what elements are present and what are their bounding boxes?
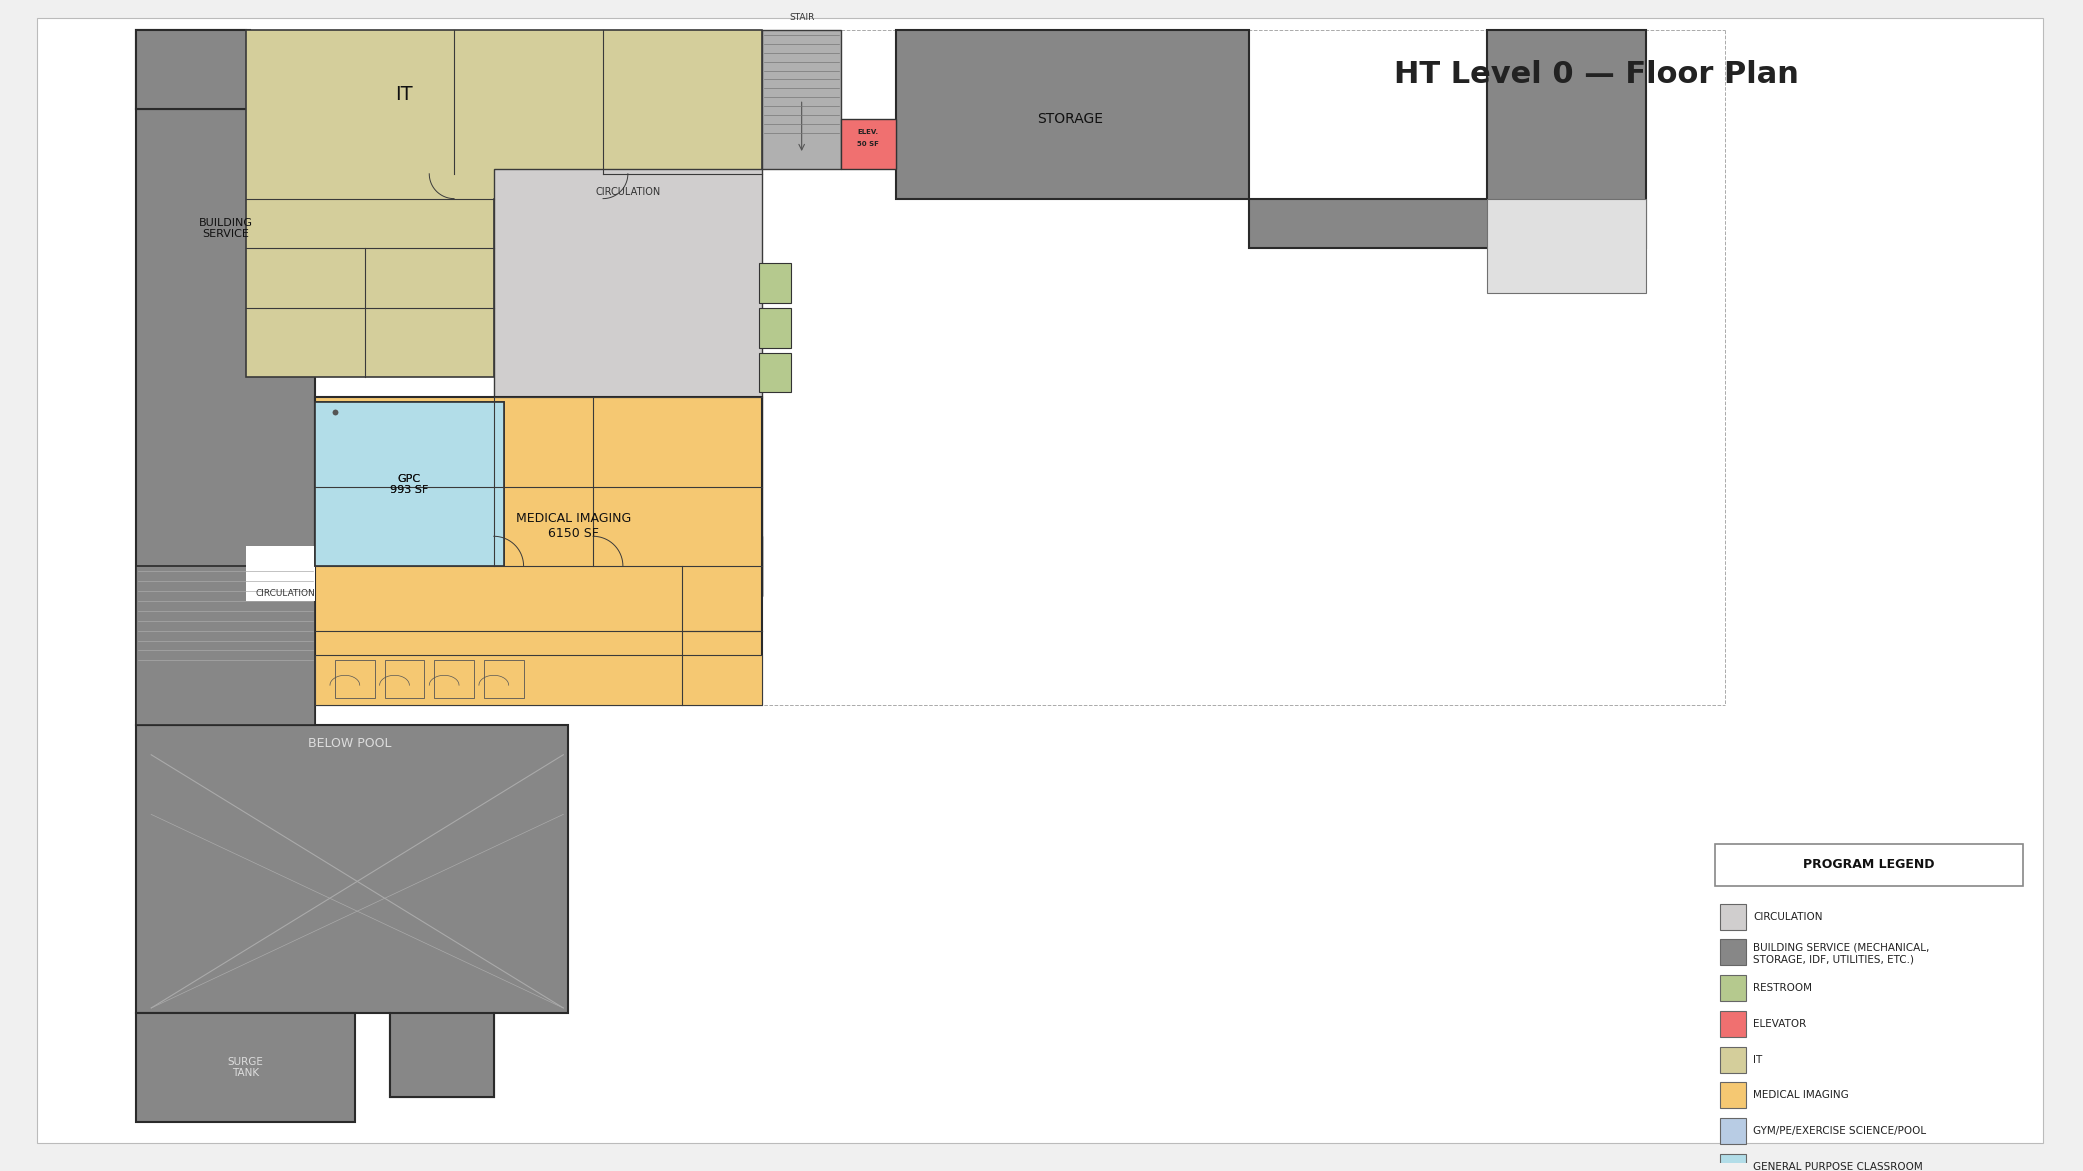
Polygon shape (135, 29, 246, 109)
Bar (1721, 1153, 1746, 1171)
Text: MEDICAL IMAGING
6150 SF: MEDICAL IMAGING 6150 SF (517, 513, 631, 540)
Text: GPC
993 SF: GPC 993 SF (390, 474, 429, 495)
Text: IT: IT (396, 84, 412, 104)
Text: GYM/PE/EXERCISE SCIENCE/POOL: GYM/PE/EXERCISE SCIENCE/POOL (1754, 1127, 1927, 1136)
Polygon shape (135, 109, 315, 725)
Polygon shape (246, 29, 762, 377)
Text: CIRCULATION: CIRCULATION (1754, 912, 1823, 922)
Text: STAIR: STAIR (789, 13, 814, 22)
Bar (1721, 939, 1746, 965)
Text: MEDICAL IMAGING: MEDICAL IMAGING (1754, 1090, 1850, 1101)
Text: SURGE
TANK: SURGE TANK (227, 1056, 262, 1078)
Bar (315, 402, 504, 566)
Bar (315, 402, 504, 566)
Bar (758, 308, 792, 348)
Text: STORAGE, IDF, UTILITIES, ETC.): STORAGE, IDF, UTILITIES, ETC.) (1754, 954, 1914, 965)
Bar (135, 566, 315, 725)
Bar (390, 1013, 494, 1097)
Text: ELEVATOR: ELEVATOR (1754, 1019, 1806, 1029)
Text: HT Level 0 — Floor Plan: HT Level 0 — Floor Plan (1394, 60, 1798, 89)
Bar (1721, 975, 1746, 1001)
Text: PROGRAM LEGEND: PROGRAM LEGEND (1804, 858, 1935, 871)
Bar (1714, 844, 2023, 885)
Text: GENERAL PURPOSE CLASSROOM: GENERAL PURPOSE CLASSROOM (1754, 1162, 1923, 1171)
Polygon shape (135, 29, 250, 109)
Text: IT: IT (1754, 1055, 1762, 1064)
Text: RESTROOM: RESTROOM (1754, 984, 1812, 993)
Text: BUILDING SERVICE (MECHANICAL,: BUILDING SERVICE (MECHANICAL, (1754, 943, 1929, 952)
Text: ELEV.: ELEV. (858, 129, 879, 135)
Polygon shape (896, 29, 1646, 248)
Bar (135, 1013, 354, 1122)
Polygon shape (135, 725, 569, 1097)
Bar (315, 656, 762, 705)
Text: STORAGE: STORAGE (1037, 112, 1102, 126)
Bar (1721, 1047, 1746, 1073)
Bar (758, 352, 792, 392)
Bar (246, 546, 315, 601)
Text: GPC
993 SF: GPC 993 SF (390, 474, 429, 495)
Text: CIRCULATION: CIRCULATION (596, 186, 660, 197)
Polygon shape (494, 169, 762, 596)
Bar (385, 660, 425, 698)
Bar (758, 263, 792, 303)
Text: BUILDING
SERVICE: BUILDING SERVICE (198, 218, 252, 239)
Bar (1487, 199, 1646, 293)
Text: CIRCULATION: CIRCULATION (256, 589, 315, 598)
Bar (1721, 1118, 1746, 1144)
Text: 50 SF: 50 SF (858, 141, 879, 148)
Bar (1721, 1011, 1746, 1036)
Bar (762, 29, 842, 169)
Bar (1721, 904, 1746, 930)
Bar (1721, 1082, 1746, 1108)
Text: BELOW POOL: BELOW POOL (308, 737, 392, 749)
Bar (494, 536, 762, 596)
Bar (433, 660, 475, 698)
Bar (842, 119, 896, 169)
Polygon shape (315, 397, 762, 705)
Bar (335, 660, 375, 698)
Bar (483, 660, 523, 698)
